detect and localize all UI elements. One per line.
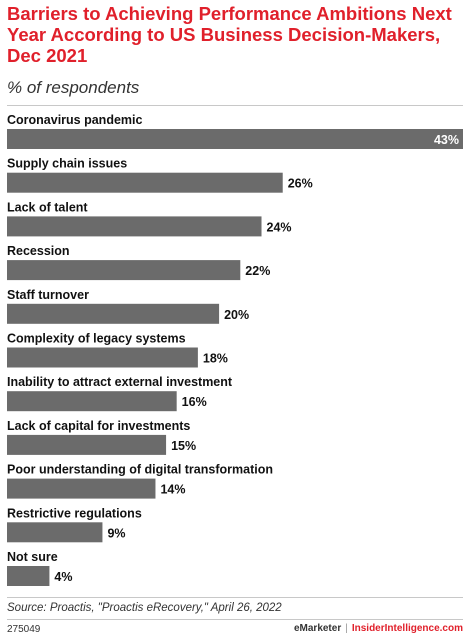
value-label: 20%	[224, 308, 249, 322]
bar	[7, 172, 283, 193]
category-label: Restrictive regulations	[7, 506, 142, 520]
value-label: 9%	[107, 526, 125, 540]
footer-brand: eMarketer | InsiderIntelligence.com	[294, 623, 463, 634]
bar	[7, 566, 50, 586]
chart-subtitle: % of respondents	[7, 78, 140, 97]
bar	[7, 434, 167, 455]
value-label: 18%	[203, 352, 228, 366]
category-label: Lack of capital for investments	[7, 419, 190, 433]
source-note: Source: Proactis, "Proactis eRecovery," …	[7, 602, 282, 614]
value-label: 24%	[267, 220, 292, 234]
category-label: Supply chain issues	[7, 157, 127, 171]
bar	[7, 260, 241, 281]
value-label: 16%	[182, 395, 207, 409]
category-label: Staff turnover	[7, 288, 89, 302]
bar	[7, 216, 262, 237]
category-label: Poor understanding of digital transforma…	[7, 463, 273, 477]
bar	[7, 129, 463, 149]
brand-insider-intelligence: InsiderIntelligence.com	[351, 623, 463, 634]
category-label: Recession	[7, 244, 70, 258]
bar	[7, 391, 177, 412]
category-label: Coronavirus pandemic	[7, 113, 142, 127]
value-label: 26%	[288, 177, 313, 191]
value-label: 15%	[171, 439, 196, 453]
brand-emarketer: eMarketer	[293, 623, 342, 634]
category-label: Complexity of legacy systems	[7, 332, 186, 346]
bottom-divider	[7, 597, 463, 598]
chart-id: 275049	[7, 624, 41, 635]
category-label: Not sure	[7, 550, 58, 564]
value-label: 22%	[245, 264, 270, 278]
bar	[7, 478, 156, 499]
bar	[7, 303, 220, 324]
bar-chart: Coronavirus pandemic 43% Supply chain issu…	[7, 113, 463, 586]
category-label: Inability to attract external investment	[7, 375, 233, 389]
brand-separator: |	[345, 623, 348, 634]
chart-title: Barriers to Achieving Performance Ambiti…	[7, 3, 452, 66]
category-label: Lack of talent	[7, 200, 88, 214]
top-divider	[7, 105, 463, 106]
footer-divider	[7, 619, 463, 620]
bar	[7, 347, 198, 368]
value-label: 14%	[160, 483, 185, 497]
value-label: 4%	[54, 570, 72, 584]
value-label: 43%	[434, 133, 459, 147]
bar	[7, 522, 103, 543]
